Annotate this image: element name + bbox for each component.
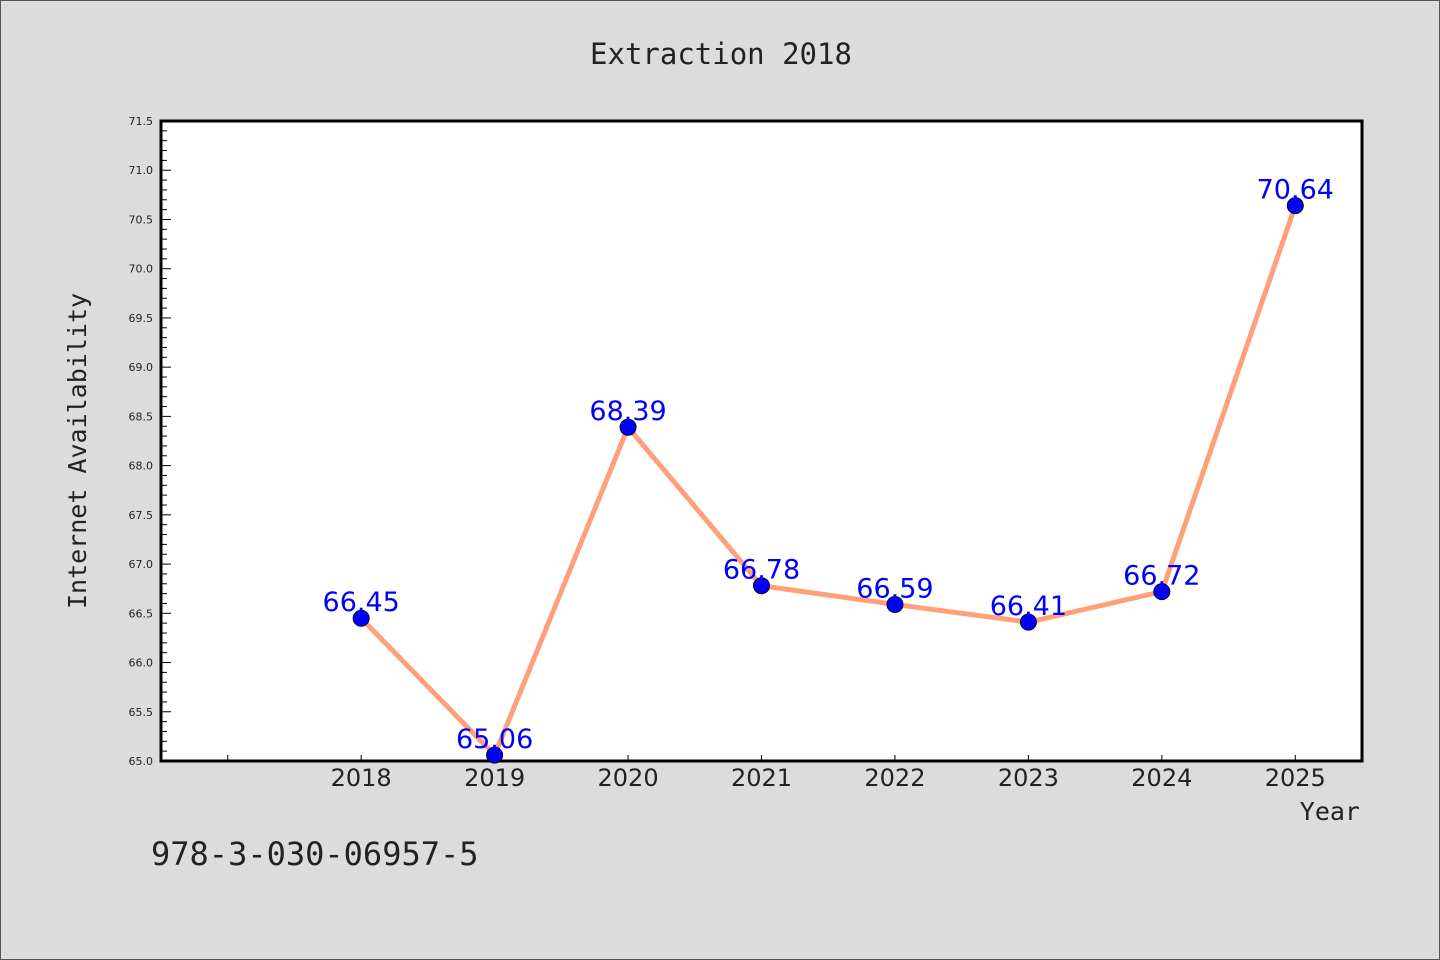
y-tick-label: 67.0 [129, 558, 154, 571]
chart-title: Extraction 2018 [590, 37, 852, 71]
data-label: 68.39 [589, 396, 666, 427]
data-point [619, 418, 637, 436]
data-point [753, 577, 770, 595]
y-tick-label: 71.5 [129, 115, 154, 128]
data-label: 66.41 [990, 591, 1067, 622]
x-tick-label: 2024 [1131, 764, 1192, 792]
data-point [1286, 197, 1304, 215]
x-axis-label: Year [1300, 797, 1360, 826]
x-tick-label: 2018 [331, 764, 392, 792]
x-tick-label: 2019 [464, 764, 525, 792]
data-label: 66.59 [856, 573, 933, 604]
x-axis: 2018 2019 2020 2021 2022 2023 2024 2025 [227, 755, 1326, 792]
data-point [486, 746, 504, 764]
data-label: 66.78 [723, 555, 800, 586]
y-tick-label: 69.0 [129, 361, 154, 374]
data-label: 65.06 [456, 724, 533, 755]
data-point [1153, 583, 1171, 601]
y-tick-label: 65.5 [129, 706, 154, 719]
x-tick-label: 2023 [998, 764, 1059, 792]
x-tick-label: 2022 [864, 764, 925, 792]
y-axis-label: Internet Availability [63, 293, 92, 609]
y-tick-label: 65.0 [129, 755, 154, 768]
y-tick-label: 68.5 [129, 410, 154, 423]
x-tick-label: 2021 [731, 764, 792, 792]
series-line [359, 204, 1298, 758]
y-tick-label: 70.0 [129, 263, 154, 276]
data-label: 66.45 [323, 587, 400, 618]
y-tick-label: 67.5 [129, 509, 154, 522]
x-tick-label: 2020 [598, 764, 659, 792]
plot-area [159, 119, 1364, 763]
y-tick-label: 69.5 [129, 312, 154, 325]
data-point [352, 609, 370, 627]
y-tick-label: 70.5 [129, 213, 154, 226]
footer-isbn: 978-3-030-06957-5 [151, 835, 479, 873]
y-axis: 65.0 65.5 66.0 66.5 67.0 67.5 68.0 68.5 69.0 69.5… [129, 115, 171, 768]
y-tick-label: 66.0 [129, 657, 154, 670]
y-tick-label: 68.0 [129, 460, 154, 473]
data-label: 70.64 [1257, 175, 1334, 206]
data-point [1019, 613, 1037, 631]
series-layer: 66.45 65.06 68.39 66.78 66.59 66.41 66.72 70.64 [323, 175, 1334, 764]
y-tick-label: 66.5 [129, 607, 154, 620]
y-tick-label: 71.0 [129, 164, 154, 177]
data-label: 66.72 [1123, 561, 1200, 592]
data-point [886, 595, 904, 613]
x-tick-label: 2025 [1265, 764, 1326, 792]
